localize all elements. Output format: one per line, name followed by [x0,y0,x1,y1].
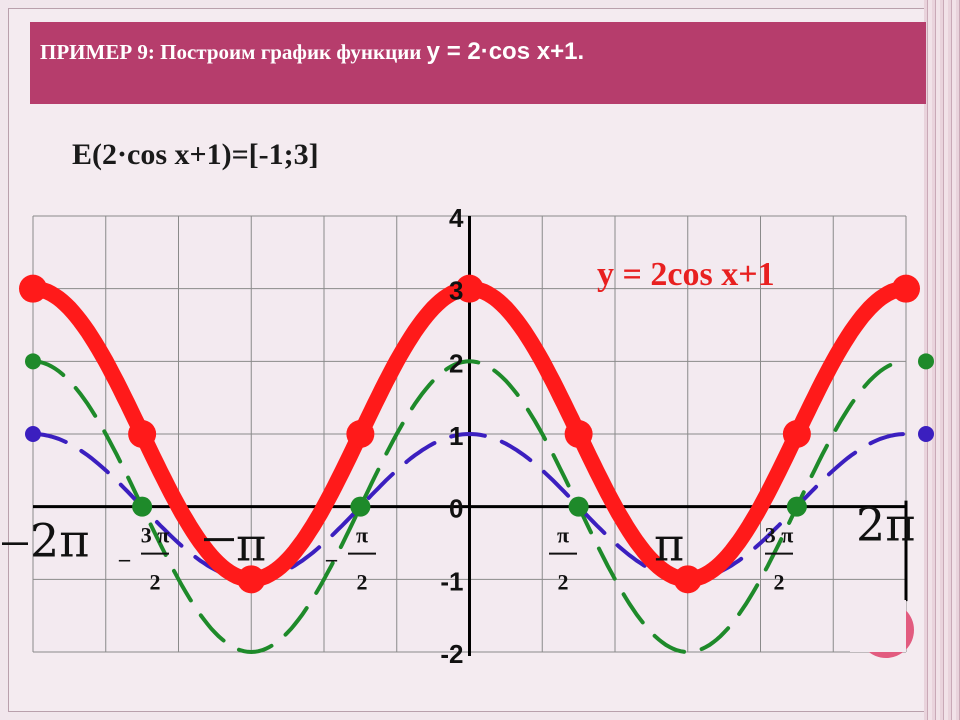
title-formula: у = 2·cos х+1. [426,38,585,65]
main-curve-point [346,420,375,448]
main-curve-point [128,420,157,448]
title-text: : Построим график функции [147,40,427,64]
series-dashed-green [31,359,908,655]
x-tick-pi-2-numerator: π [557,523,569,548]
main-curve-point [237,565,266,594]
main-curve-point [782,420,811,448]
title-bar [30,22,926,104]
y-tick-label: 4 [449,203,464,233]
zero-point [350,496,371,517]
title-prefix: ПРИМЕР 9 [40,40,148,64]
curve-annotation: y = 2cos x+1 [597,256,775,293]
zero-point [132,496,153,517]
x-tick-neg-3pi-2-sign: _ [118,539,131,564]
y-tick-label: -2 [440,639,463,669]
green-end-point [25,353,41,370]
x-tick-neg-pi-2-numerator: π [356,523,368,548]
y-tick-label: 3 [449,276,463,306]
y-tick-label: 2 [449,348,463,378]
green-end-point [918,353,934,370]
blue-end-point [25,426,41,442]
main-curve-point [673,565,702,594]
x-tick-pi-2-denominator: 2 [558,570,569,595]
points-layer [19,274,934,594]
blue-end-point [918,426,934,442]
zero-point [568,496,589,517]
series-dashed-blue [31,431,908,582]
slide-title: ПРИМЕР 9: Построим график функции у = 2·… [40,38,584,66]
main-curve-point [564,420,593,448]
zero-point [786,496,807,517]
x-tick-label: π [654,518,684,572]
main-curve-point [455,274,484,303]
main-curve-point [892,274,920,303]
x-tick-3pi-2-numerator: 3 π [765,523,794,548]
x-tick-3pi-2-denominator: 2 [774,570,785,595]
main-curve-point [19,274,47,303]
plot-corner-cover [850,600,906,652]
x-tick-minus-sign: — [2,527,28,557]
x-tick-neg-3pi-2-denominator: 2 [150,570,161,595]
x-tick-label: π [236,518,266,572]
y-tick-label: 0 [449,494,463,524]
x-tick-neg-pi-2-sign: _ [325,539,338,564]
y-tick-label: 1 [449,421,463,451]
range-statement: E(2·cos x+1)=[-1;3] [72,138,319,171]
x-tick-label: 2π [856,498,916,552]
y-tick-label: -1 [440,566,463,596]
x-tick-neg-pi-2-denominator: 2 [357,570,368,595]
x-tick-label: 2π [30,514,90,568]
x-tick-neg-3pi-2-numerator: 3 π [141,523,170,548]
